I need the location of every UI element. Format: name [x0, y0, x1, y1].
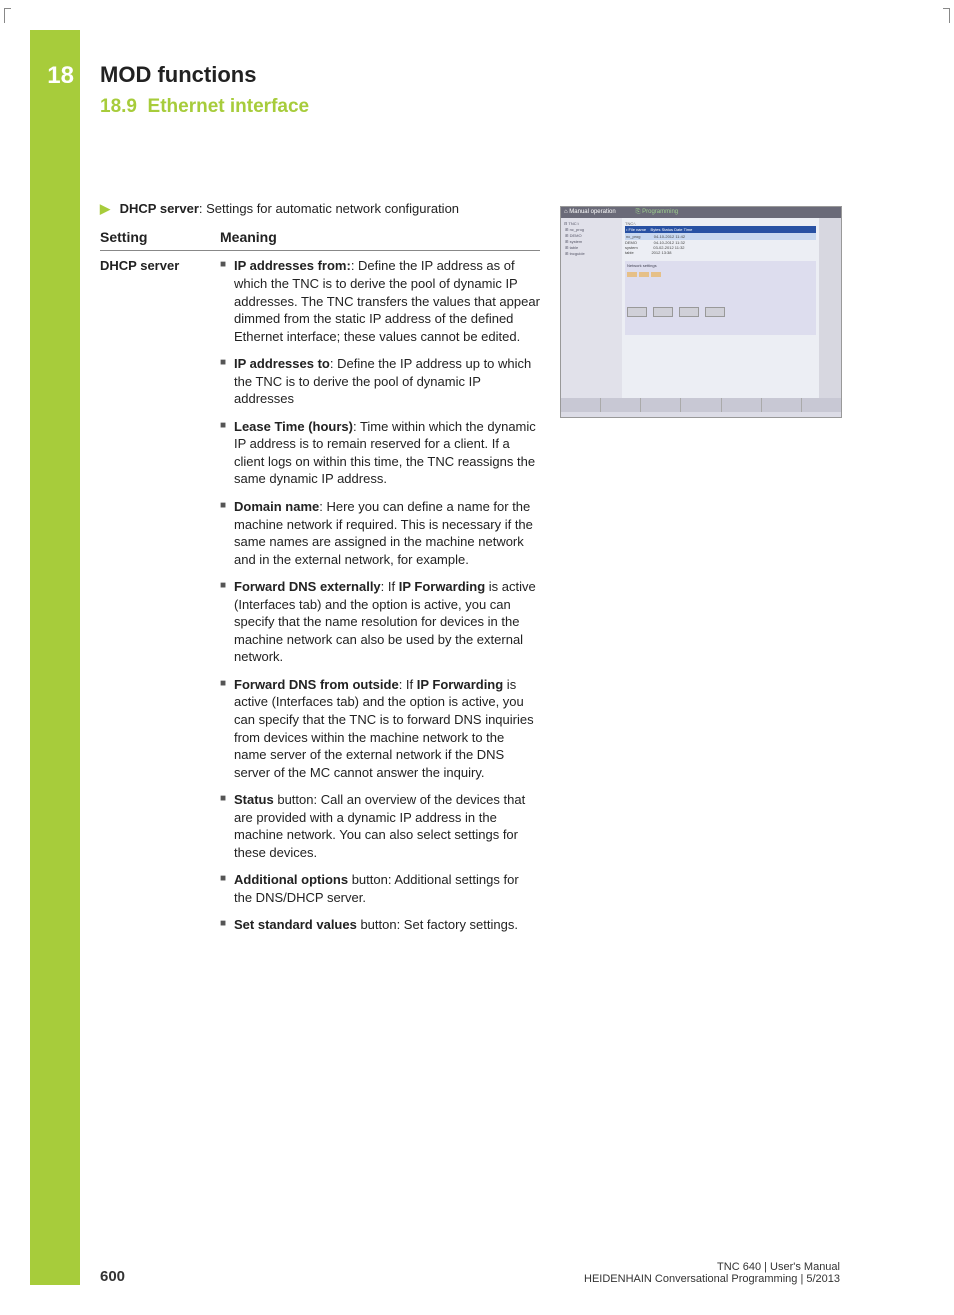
- intro-rest: : Settings for automatic network configu…: [199, 201, 459, 216]
- chapter-title: MOD functions: [100, 62, 309, 88]
- square-bullet-icon: ■: [220, 498, 234, 568]
- footer-line2: HEIDENHAIN Conversational Programming | …: [584, 1273, 840, 1285]
- page-footer: 600 TNC 640 | User's Manual HEIDENHAIN C…: [100, 1261, 840, 1285]
- header-setting: Setting: [100, 228, 220, 247]
- meaning-text: IP addresses from:: Define the IP addres…: [234, 257, 540, 345]
- meaning-text: Domain name: Here you can define a name …: [234, 498, 540, 568]
- screenshot-button: [679, 307, 699, 317]
- screenshot-button: [653, 307, 673, 317]
- meaning-item: ■Set standard values button: Set factory…: [220, 916, 540, 934]
- screenshot-filelist: TNC:\ • File name Bytes Status Date Time…: [622, 218, 819, 398]
- meaning-item: ■Additional options button: Additional s…: [220, 871, 540, 906]
- table-row: DHCP server ■IP addresses from:: Define …: [100, 257, 540, 944]
- meaning-item: ■Forward DNS externally: If IP Forwardin…: [220, 578, 540, 666]
- meaning-item: ■Lease Time (hours): Time within which t…: [220, 418, 540, 488]
- meaning-item: ■IP addresses from:: Define the IP addre…: [220, 257, 540, 345]
- screenshot-button: [627, 307, 647, 317]
- square-bullet-icon: ■: [220, 578, 234, 666]
- main-content: ▶ DHCP server: Settings for automatic ne…: [100, 200, 540, 944]
- embedded-screenshot: ⌂ Manual operation ⎘ Programming ⊟ TNC:\…: [560, 206, 842, 418]
- meaning-text: Forward DNS from outside: If IP Forwardi…: [234, 676, 540, 781]
- screenshot-programming-label: ⎘ Programming: [636, 209, 678, 216]
- crop-mark-left: [4, 8, 11, 23]
- meaning-item: ■Status button: Call an overview of the …: [220, 791, 540, 861]
- screenshot-softkeys: [561, 398, 841, 412]
- square-bullet-icon: ■: [220, 916, 234, 934]
- meaning-list: ■IP addresses from:: Define the IP addre…: [220, 257, 540, 944]
- meaning-item: ■Forward DNS from outside: If IP Forward…: [220, 676, 540, 781]
- intro-bold: DHCP server: [120, 201, 199, 216]
- triangle-right-icon: ▶: [100, 201, 110, 216]
- section-title: 18.9 Ethernet interface: [100, 96, 309, 118]
- square-bullet-icon: ■: [220, 355, 234, 408]
- screenshot-rightbar: [819, 218, 841, 398]
- meaning-text: Lease Time (hours): Time within which th…: [234, 418, 540, 488]
- square-bullet-icon: ■: [220, 257, 234, 345]
- side-accent-bar: [30, 30, 80, 1285]
- setting-label: DHCP server: [100, 257, 220, 944]
- footer-right: TNC 640 | User's Manual HEIDENHAIN Conve…: [584, 1261, 840, 1285]
- meaning-text: IP addresses to: Define the IP address u…: [234, 355, 540, 408]
- section-number: 18.9: [100, 96, 137, 117]
- meaning-text: Forward DNS externally: If IP Forwarding…: [234, 578, 540, 666]
- square-bullet-icon: ■: [220, 871, 234, 906]
- meaning-text: Status button: Call an overview of the d…: [234, 791, 540, 861]
- page-header: MOD functions 18.9 Ethernet interface: [100, 62, 309, 118]
- screenshot-button: [705, 307, 725, 317]
- footer-line1: TNC 640 | User's Manual: [584, 1261, 840, 1273]
- square-bullet-icon: ■: [220, 418, 234, 488]
- meaning-item: ■IP addresses to: Define the IP address …: [220, 355, 540, 408]
- section-name: Ethernet interface: [148, 96, 310, 117]
- crop-mark-right: [943, 8, 950, 23]
- square-bullet-icon: ■: [220, 676, 234, 781]
- chapter-number: 18: [30, 62, 80, 90]
- header-meaning: Meaning: [220, 228, 540, 247]
- screenshot-mode-icon: ⌂ Manual operation: [564, 209, 616, 216]
- meaning-text: Additional options button: Additional se…: [234, 871, 540, 906]
- meaning-item: ■Domain name: Here you can define a name…: [220, 498, 540, 568]
- table-header: Setting Meaning: [100, 228, 540, 252]
- intro-line: ▶ DHCP server: Settings for automatic ne…: [100, 200, 540, 218]
- page-number: 600: [100, 1268, 125, 1285]
- screenshot-tree: ⊟ TNC:\ ⊞ nc_prog ⊞ DEMO ⊞ system ⊞ tabl…: [561, 218, 622, 398]
- meaning-text: Set standard values button: Set factory …: [234, 916, 540, 934]
- square-bullet-icon: ■: [220, 791, 234, 861]
